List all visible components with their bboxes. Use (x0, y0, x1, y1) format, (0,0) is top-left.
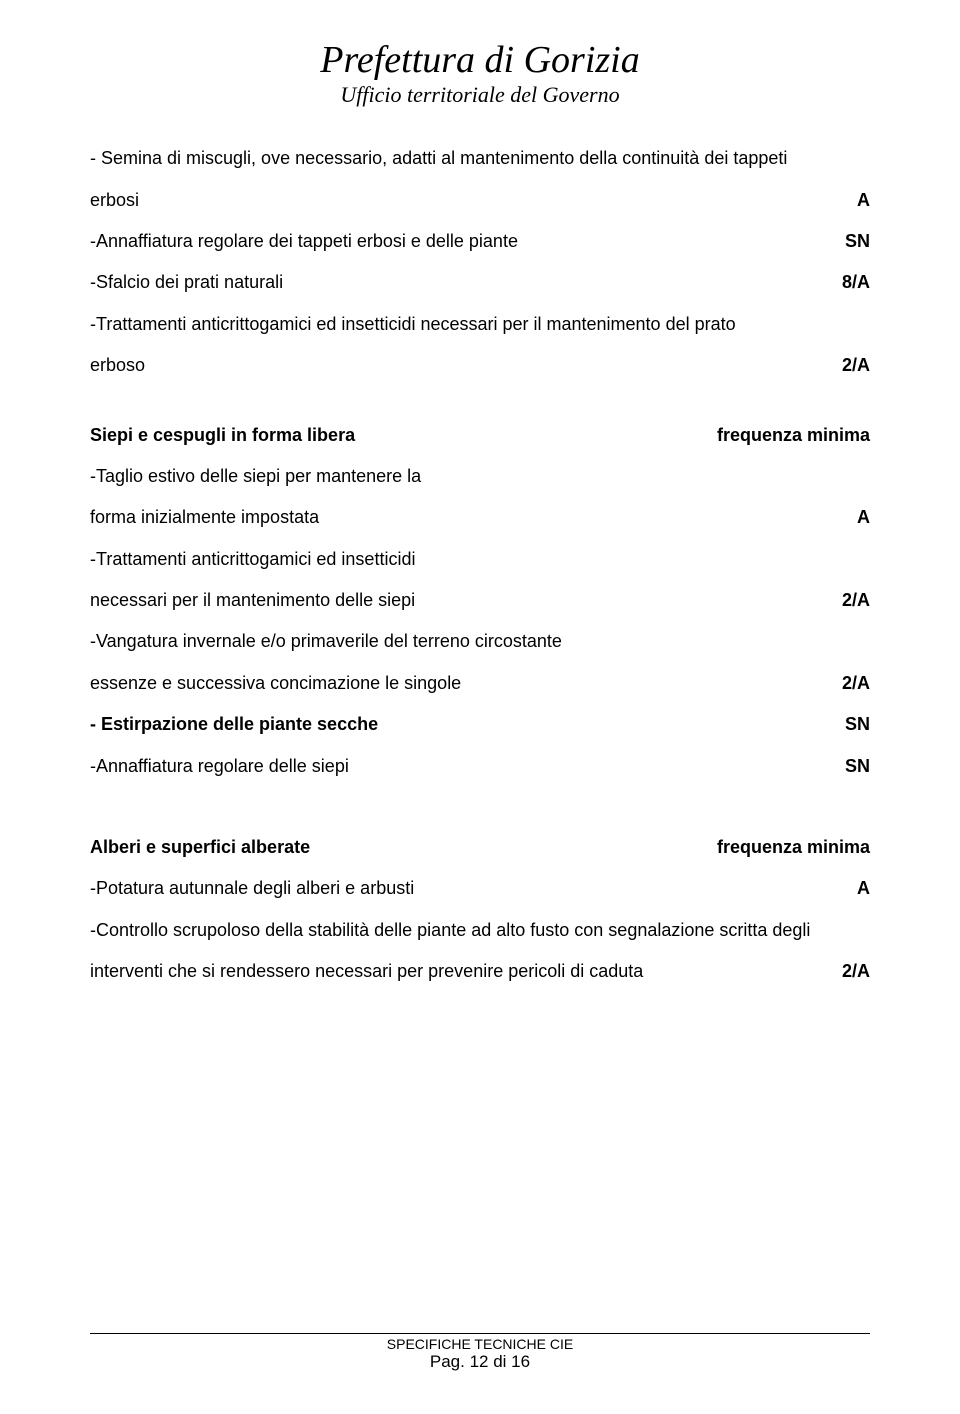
section-title: Siepi e cespugli in forma libera (90, 415, 670, 456)
spacer (90, 387, 870, 415)
value-right: 2/A (810, 663, 870, 704)
value-right: 2/A (810, 580, 870, 621)
paragraph: -Controllo scrupoloso della stabilità de… (90, 910, 870, 951)
header-subtitle: Ufficio territoriale del Governo (90, 82, 870, 108)
document-header: Prefettura di Gorizia Ufficio territoria… (90, 40, 870, 108)
text-left: -Sfalcio dei prati naturali (90, 262, 810, 303)
paragraph-row: essenze e successiva concimazione le sin… (90, 663, 870, 704)
paragraph-row: -Potatura autunnale degli alberi e arbus… (90, 868, 870, 909)
spacer (90, 787, 870, 827)
text-left: -Annaffiatura regolare delle siepi (90, 746, 810, 787)
footer-title: SPECIFICHE TECNICHE CIE (90, 1336, 870, 1352)
paragraph-row: erbosi A (90, 180, 870, 221)
text-left: -Potatura autunnale degli alberi e arbus… (90, 868, 810, 909)
value-right: SN (810, 704, 870, 745)
section-freq: frequenza minima (670, 415, 870, 456)
page-footer: SPECIFICHE TECNICHE CIE Pag. 12 di 16 (90, 1333, 870, 1372)
section-heading-row: Siepi e cespugli in forma libera frequen… (90, 415, 870, 456)
value-right: 2/A (810, 345, 870, 386)
value-right: 8/A (810, 262, 870, 303)
text-left: necessari per il mantenimento delle siep… (90, 580, 810, 621)
text-left: - Estirpazione delle piante secche (90, 704, 810, 745)
paragraph-row: -Sfalcio dei prati naturali 8/A (90, 262, 870, 303)
value-right: 2/A (820, 951, 870, 992)
paragraph-row: - Estirpazione delle piante secche SN (90, 704, 870, 745)
paragraph: -Vangatura invernale e/o primaverile del… (90, 621, 870, 662)
section-heading-row: Alberi e superfici alberate frequenza mi… (90, 827, 870, 868)
section-title: Alberi e superfici alberate (90, 827, 670, 868)
paragraph-row: interventi che si rendessero necessari p… (90, 951, 870, 992)
value-right: A (810, 868, 870, 909)
paragraph: - Semina di miscugli, ove necessario, ad… (90, 138, 870, 179)
paragraph-row: -Annaffiatura regolare dei tappeti erbos… (90, 221, 870, 262)
text-left: interventi che si rendessero necessari p… (90, 951, 820, 992)
paragraph-row: forma inizialmente impostata A (90, 497, 870, 538)
text-left: -Annaffiatura regolare dei tappeti erbos… (90, 221, 810, 262)
paragraph: -Trattamenti anticrittogamici ed insetti… (90, 304, 870, 345)
paragraph-row: erboso 2/A (90, 345, 870, 386)
header-title: Prefettura di Gorizia (90, 40, 870, 82)
section-freq: frequenza minima (670, 827, 870, 868)
document-body: - Semina di miscugli, ove necessario, ad… (90, 138, 870, 992)
text-left: erbosi (90, 180, 810, 221)
value-right: A (810, 180, 870, 221)
paragraph-row: -Annaffiatura regolare delle siepi SN (90, 746, 870, 787)
paragraph: -Taglio estivo delle siepi per mantenere… (90, 456, 870, 497)
footer-page: Pag. 12 di 16 (90, 1352, 870, 1372)
value-right: A (810, 497, 870, 538)
paragraph-row: necessari per il mantenimento delle siep… (90, 580, 870, 621)
text-left: erboso (90, 345, 810, 386)
value-right: SN (810, 746, 870, 787)
text-left: forma inizialmente impostata (90, 497, 810, 538)
text-left: essenze e successiva concimazione le sin… (90, 663, 810, 704)
paragraph: -Trattamenti anticrittogamici ed insetti… (90, 539, 870, 580)
value-right: SN (810, 221, 870, 262)
